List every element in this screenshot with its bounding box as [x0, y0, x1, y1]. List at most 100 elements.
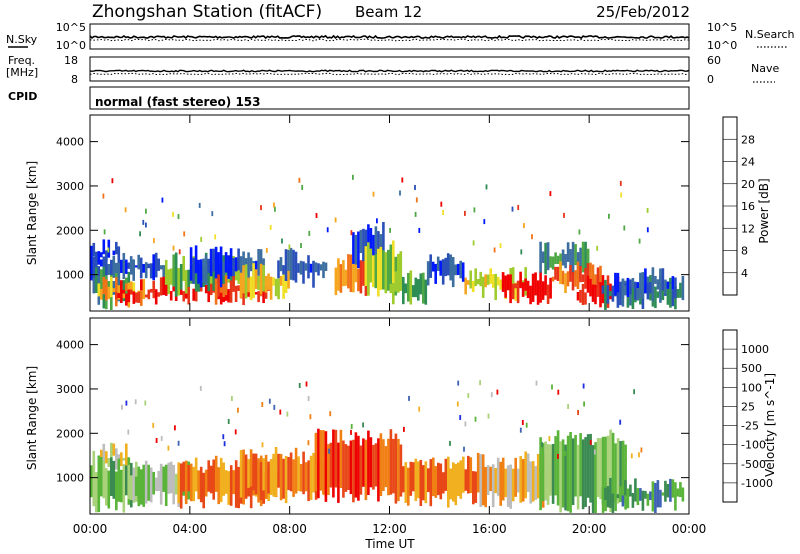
echo-cell: [449, 254, 452, 281]
echo-cell: [120, 280, 123, 303]
scatter-echo: [260, 205, 262, 211]
echo-cell: [374, 226, 378, 259]
echo-cell: [154, 289, 158, 305]
scatter-echo: [273, 404, 276, 410]
echo-cell: [546, 444, 550, 505]
scatter-echo: [145, 222, 147, 228]
x-tick-label: 08:00: [272, 522, 307, 536]
echo-cell: [591, 445, 595, 513]
echo-cell: [646, 493, 650, 506]
echo-cell: [474, 471, 478, 503]
echo-cell: [569, 265, 572, 282]
echo-cell: [274, 447, 278, 497]
echo-cell: [132, 291, 136, 304]
echo-cell: [122, 289, 126, 294]
cpid-label: CPID: [8, 90, 37, 103]
colorbar-tick-label: -100: [741, 439, 766, 452]
echo-cell: [397, 272, 400, 292]
echo-cell: [579, 289, 582, 303]
echo-cell: [112, 443, 116, 456]
echo-cell: [646, 282, 650, 300]
echo-cell: [139, 469, 143, 505]
echo-cell: [152, 254, 155, 281]
scatter-echo: [578, 229, 581, 235]
echo-cell: [187, 269, 190, 287]
scatter-echo: [261, 442, 264, 448]
scatter-echo: [308, 230, 311, 236]
sky-right-top-tick: 10^5: [707, 21, 737, 34]
scatter-echo: [298, 177, 301, 183]
echo-cell: [105, 279, 108, 301]
echo-cell: [272, 453, 275, 489]
echo-cell: [92, 242, 96, 257]
echo-cell: [434, 466, 438, 498]
echo-cell: [474, 268, 477, 287]
echo-cell: [399, 444, 403, 497]
echo-cell: [237, 257, 240, 284]
echo-cell: [544, 275, 547, 296]
echo-cell: [392, 438, 395, 494]
freq-left-top-tick: 18: [64, 54, 78, 67]
echo-cell: [581, 439, 585, 510]
echo-cell: [399, 286, 403, 291]
echo-cell: [466, 280, 470, 285]
echo-cell: [189, 247, 193, 281]
echo-cell: [566, 435, 570, 512]
echo-cell: [414, 458, 418, 501]
echo-cell: [631, 278, 635, 289]
scatter-echo: [638, 452, 640, 458]
echo-cell: [164, 464, 168, 506]
echo-cell: [207, 258, 210, 273]
echo-band: [314, 428, 403, 504]
echo-cell: [669, 478, 672, 502]
echo-cell: [217, 274, 220, 297]
echo-cell: [307, 255, 310, 279]
y-tick-label: 1000: [56, 472, 84, 485]
echo-cell: [112, 288, 116, 292]
echo-cell: [214, 278, 218, 305]
echo-cell: [125, 283, 128, 291]
echo-cell: [654, 276, 657, 284]
scatter-echo: [281, 238, 283, 244]
echo-cell: [601, 285, 605, 294]
echo-cell: [359, 260, 363, 294]
echo-cell: [134, 476, 138, 496]
echo-cell: [511, 283, 515, 300]
scatter-echo: [474, 416, 477, 422]
echo-cell: [247, 290, 250, 297]
echo-cell: [584, 268, 587, 289]
echo-cell: [95, 472, 98, 513]
echo-cell: [496, 457, 500, 496]
echo-cell: [192, 288, 195, 301]
echo-cell: [521, 282, 525, 297]
echo-cell: [329, 442, 333, 488]
echo-cell: [120, 259, 123, 273]
echo-cell: [207, 460, 210, 492]
scatter-echo: [589, 439, 592, 445]
echo-cell: [504, 468, 507, 498]
echo-cell: [182, 291, 185, 302]
echo-cell: [90, 465, 93, 498]
scatter-echo: [619, 180, 622, 186]
echo-band: [402, 455, 478, 508]
echo-cell: [636, 488, 640, 506]
scatter-echo: [222, 434, 225, 440]
echo-cell: [284, 277, 288, 293]
freq-left-bottom-tick: 8: [71, 73, 78, 86]
echo-cell: [664, 279, 667, 294]
power-panel: 1000 2000 3000 4000 Slant Range [km] 4 8 12 16…: [25, 114, 771, 312]
echo-cell: [227, 255, 230, 279]
scatter-echo: [490, 392, 493, 398]
scatter-echo: [414, 211, 417, 217]
echo-cell: [614, 494, 617, 501]
echo-cell: [194, 245, 198, 274]
scatter-echo: [633, 389, 635, 395]
scatter-echo: [479, 380, 481, 386]
echo-cell: [636, 282, 640, 288]
echo-cell: [354, 432, 358, 498]
echo-cell: [429, 459, 433, 507]
echo-cell: [579, 247, 582, 267]
echo-cell: [232, 258, 235, 278]
echo-cell: [137, 291, 141, 303]
echo-cell: [624, 280, 627, 296]
